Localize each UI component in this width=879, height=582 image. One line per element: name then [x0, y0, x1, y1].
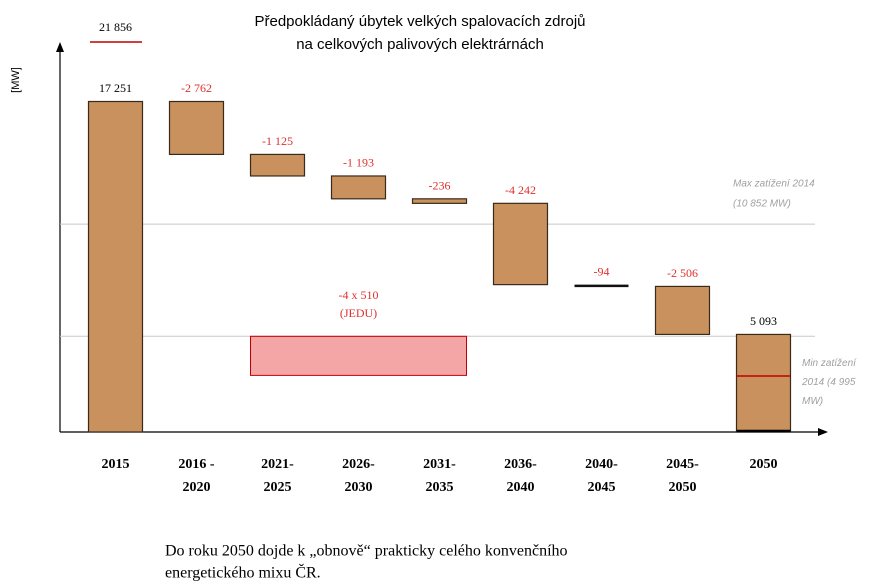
- bar: [168, 100, 225, 156]
- bar: [735, 333, 792, 433]
- bar: [411, 198, 468, 204]
- x-tick-label: 2031-: [423, 457, 456, 472]
- reference-label: (10 852 MW): [733, 199, 791, 210]
- data-label: -2 762: [181, 81, 212, 95]
- x-tick-label: 2040: [507, 480, 535, 495]
- bar: [87, 100, 144, 433]
- footer-text: energetického mixu ČR.: [165, 563, 321, 582]
- y-axis-arrow: [56, 42, 64, 52]
- x-tick-label: 2040-: [585, 457, 618, 472]
- data-label: 5 093: [750, 314, 777, 328]
- block-label: -4 x 510: [339, 288, 379, 302]
- bar: [574, 284, 629, 288]
- block-label: (JEDU): [340, 306, 377, 320]
- reference-label: 2014 (4 995: [801, 377, 856, 388]
- x-tick-label: 2026-: [342, 457, 375, 472]
- bar: [654, 285, 711, 336]
- chart-title: Předpokládaný úbytek velkých spalovacích…: [254, 13, 585, 30]
- reference-label: Min zatížení: [802, 358, 857, 369]
- bar: [492, 202, 549, 286]
- bar: [249, 153, 306, 177]
- x-axis-arrow: [818, 428, 828, 436]
- total-label: 21 856: [99, 20, 132, 34]
- x-tick-label: 2025: [264, 480, 292, 495]
- data-label: -1 125: [262, 134, 293, 148]
- x-tick-label: 2021-: [261, 457, 294, 472]
- x-tick-label: 2020: [183, 480, 211, 495]
- x-tick-label: 2015: [102, 457, 130, 472]
- reference-label: MW): [802, 396, 823, 407]
- x-tick-label: 2050: [669, 480, 697, 495]
- data-label: -2 506: [667, 266, 698, 280]
- bar: [330, 175, 387, 200]
- x-tick-label: 2045: [588, 480, 616, 495]
- reference-label: Max zatížení 2014: [733, 179, 815, 190]
- y-axis-label: [MW]: [10, 67, 22, 93]
- data-label: -236: [429, 179, 451, 193]
- x-tick-label: 2016 -: [178, 457, 215, 472]
- data-label: -4 242: [505, 183, 536, 197]
- data-label: 17 251: [99, 81, 132, 95]
- data-label: -94: [594, 264, 610, 278]
- x-tick-label: 2030: [345, 480, 373, 495]
- x-tick-label: 2036-: [504, 457, 537, 472]
- x-tick-label: 2045-: [666, 457, 699, 472]
- footer-text: Do roku 2050 dojde k „obnově“ prakticky …: [165, 543, 568, 560]
- chart-title: na celkových palivových elektrárnách: [296, 36, 544, 53]
- x-tick-label: 2035: [426, 480, 454, 495]
- x-tick-label: 2050: [750, 457, 778, 472]
- data-label: -1 193: [343, 156, 374, 170]
- block: [250, 335, 467, 376]
